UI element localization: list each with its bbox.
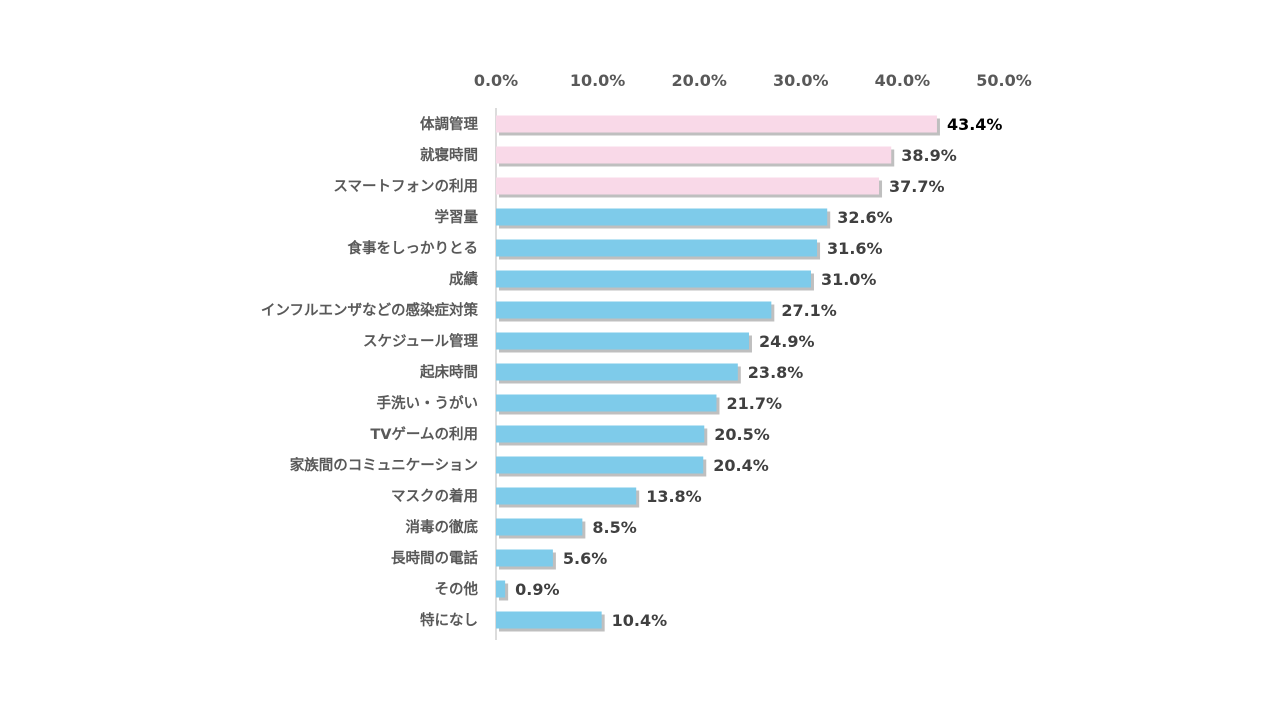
category-label: 消毒の徹底 bbox=[406, 518, 479, 536]
bar bbox=[496, 363, 738, 381]
value-label: 21.7% bbox=[726, 394, 782, 413]
value-labels: 43.4% 38.9% 37.7% 32.6% 31.6% 31.0% 27.1% 24.9%… bbox=[515, 115, 1002, 630]
x-tick-label: 30.0% bbox=[773, 71, 829, 90]
bar bbox=[496, 611, 602, 629]
category-label: 特になし bbox=[420, 611, 478, 629]
bar bbox=[496, 239, 818, 257]
bar bbox=[496, 549, 553, 567]
category-label: 学習量 bbox=[435, 208, 479, 226]
value-label: 31.6% bbox=[827, 239, 883, 258]
value-label: 38.9% bbox=[901, 146, 957, 165]
bar bbox=[496, 580, 506, 598]
value-label: 32.6% bbox=[837, 208, 893, 227]
value-label: 8.5% bbox=[592, 518, 636, 537]
value-label: 13.8% bbox=[646, 487, 702, 506]
x-tick-label: 40.0% bbox=[875, 71, 931, 90]
bar bbox=[496, 146, 892, 164]
x-tick-labels: 0.0% 10.0% 20.0% 30.0% 40.0% 50.0% bbox=[474, 71, 1032, 90]
category-label: その他 bbox=[435, 580, 479, 598]
value-label: 0.9% bbox=[515, 580, 559, 599]
bar bbox=[496, 115, 937, 133]
bars bbox=[496, 115, 940, 632]
bar bbox=[496, 487, 637, 505]
bar bbox=[496, 518, 583, 536]
category-label: 手洗い・うがい bbox=[377, 394, 479, 412]
category-label: 食事をしっかりとる bbox=[348, 239, 479, 257]
value-label: 23.8% bbox=[748, 363, 804, 382]
category-label: 家族間のコミュニケーション bbox=[290, 456, 478, 474]
category-label: スケジュール管理 bbox=[363, 332, 478, 350]
category-label: 成績 bbox=[449, 270, 478, 288]
bar bbox=[496, 208, 828, 226]
category-label: インフルエンザなどの感染症対策 bbox=[261, 301, 479, 319]
value-label: 20.4% bbox=[713, 456, 769, 475]
bar bbox=[496, 177, 880, 195]
category-label: スマートフォンの利用 bbox=[333, 177, 478, 195]
category-label: 体調管理 bbox=[420, 115, 478, 133]
value-label: 5.6% bbox=[563, 549, 607, 568]
bar bbox=[496, 301, 772, 319]
x-tick-label: 10.0% bbox=[570, 71, 626, 90]
value-label: 10.4% bbox=[612, 611, 668, 630]
category-label: 長時間の電話 bbox=[391, 549, 478, 567]
x-tick-label: 50.0% bbox=[976, 71, 1032, 90]
bar bbox=[496, 332, 749, 350]
category-label: 就寝時間 bbox=[420, 146, 478, 164]
value-label: 43.4% bbox=[947, 115, 1003, 134]
category-label: 起床時間 bbox=[419, 363, 478, 381]
bar bbox=[496, 270, 811, 288]
category-label: TVゲームの利用 bbox=[370, 425, 478, 443]
bar bbox=[496, 425, 705, 443]
value-label: 20.5% bbox=[714, 425, 770, 444]
category-labels: 体調管理就寝時間スマートフォンの利用学習量食事をしっかりとる成績インフルエンザな… bbox=[261, 115, 479, 629]
bar bbox=[496, 394, 717, 412]
value-label: 24.9% bbox=[759, 332, 815, 351]
x-tick-label: 20.0% bbox=[671, 71, 727, 90]
bar bbox=[496, 456, 704, 474]
category-label: マスクの着用 bbox=[391, 487, 478, 505]
value-label: 31.0% bbox=[821, 270, 877, 289]
value-label: 27.1% bbox=[781, 301, 837, 320]
x-tick-label: 0.0% bbox=[474, 71, 518, 90]
value-label: 37.7% bbox=[889, 177, 945, 196]
